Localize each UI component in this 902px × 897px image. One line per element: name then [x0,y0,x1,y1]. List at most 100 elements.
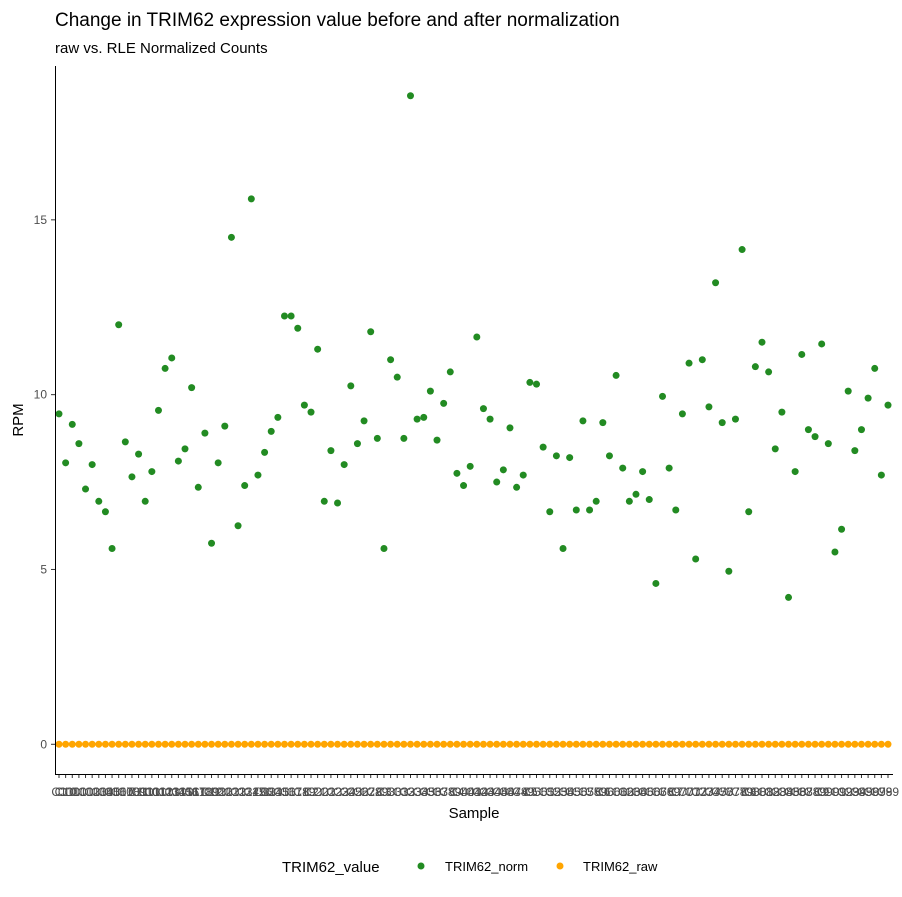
x-tick-label: C9 [814,785,830,799]
raw-point [725,740,733,748]
norm-point [546,508,554,516]
x-tick-label: C107 [104,785,133,799]
x-tick-label: C5 [522,785,538,799]
raw-point [460,740,468,748]
norm-point [261,448,269,456]
norm-point [705,403,713,411]
x-tick-label: C91 [824,785,846,799]
x-tick-label: C35 [413,785,435,799]
norm-point [844,387,852,395]
raw-point [705,740,713,748]
legend-label-norm: TRIM62_norm [445,859,528,874]
norm-point [88,461,96,469]
x-tick-label: C98 [870,785,892,799]
raw-point [274,740,282,748]
raw-point [121,740,129,748]
norm-point [367,328,375,336]
norm-point [241,482,249,490]
raw-point [466,740,474,748]
x-tick-label: C54 [552,785,574,799]
norm-point [499,466,507,474]
x-tick-label: C24 [333,785,355,799]
y-axis-ticks: 0 5 10 15 [34,213,55,751]
x-tick-label: C73 [691,785,713,799]
x-tick-label: C84 [771,785,793,799]
norm-point [340,461,348,469]
raw-point [473,740,481,748]
raw-point [499,740,507,748]
raw-point [154,740,162,748]
norm-point [665,464,673,472]
norm-point [82,485,90,493]
raw-point [712,740,720,748]
x-tick-label: C42 [466,785,488,799]
x-tick-label: C62 [612,785,634,799]
x-tick-label: C61 [605,785,627,799]
raw-point [440,740,448,748]
raw-point [174,740,182,748]
norm-point [864,394,872,402]
norm-point [334,499,342,507]
legend-key-raw [556,862,564,870]
x-tick-label: C118 [184,785,212,799]
norm-point [115,321,123,329]
norm-point [194,483,202,491]
raw-point [818,740,826,748]
x-tick-label: C81 [751,785,773,799]
x-tick-label: C69 [658,785,680,799]
norm-point [380,544,388,552]
legend-key-norm [417,862,425,870]
raw-point [188,740,196,748]
norm-point [586,506,594,514]
raw-point [552,740,560,748]
x-tick-label: C93 [837,785,859,799]
raw-point [347,740,355,748]
x-tick-label: C39 [439,785,461,799]
x-tick-label: C11 [128,785,149,799]
y-axis-title: RPM [10,403,27,436]
raw-point [75,740,83,748]
x-tick-label: C82 [758,785,780,799]
norm-point [141,497,149,505]
raw-point [420,740,428,748]
norm-point [533,380,541,388]
raw-point [367,740,375,748]
norm-point [811,433,819,441]
norm-point [294,324,302,332]
series-norm-points [55,92,892,601]
x-tick-label: C75 [705,785,727,799]
norm-point [552,452,560,460]
norm-point [473,333,481,341]
x-tick-label: C60 [598,785,620,799]
norm-point [824,440,832,448]
norm-point [877,471,885,479]
x-tick-label: C76 [711,785,733,799]
norm-point [227,233,235,241]
raw-point [566,740,574,748]
norm-point [698,356,706,364]
norm-point [506,424,514,432]
raw-point [327,740,335,748]
norm-point [831,548,839,556]
norm-point [519,471,527,479]
legend-title: TRIM62_value [282,859,380,876]
norm-point [426,387,434,395]
norm-point [678,410,686,418]
raw-point [559,740,567,748]
raw-point [824,740,832,748]
x-tick-label: C53 [545,785,567,799]
x-tick-label: C90 [817,785,839,799]
raw-point [115,740,123,748]
raw-point [884,740,892,748]
norm-point [758,338,766,346]
raw-point [645,740,653,748]
x-tick-label: C14 [260,785,282,799]
x-tick-label: C29 [366,785,388,799]
x-tick-label: C117 [178,785,206,799]
x-tick-label: C119 [191,785,219,799]
norm-point [453,469,461,477]
raw-point [307,740,315,748]
raw-point [479,740,487,748]
x-tick-label: C23 [327,785,349,799]
raw-point [851,740,859,748]
